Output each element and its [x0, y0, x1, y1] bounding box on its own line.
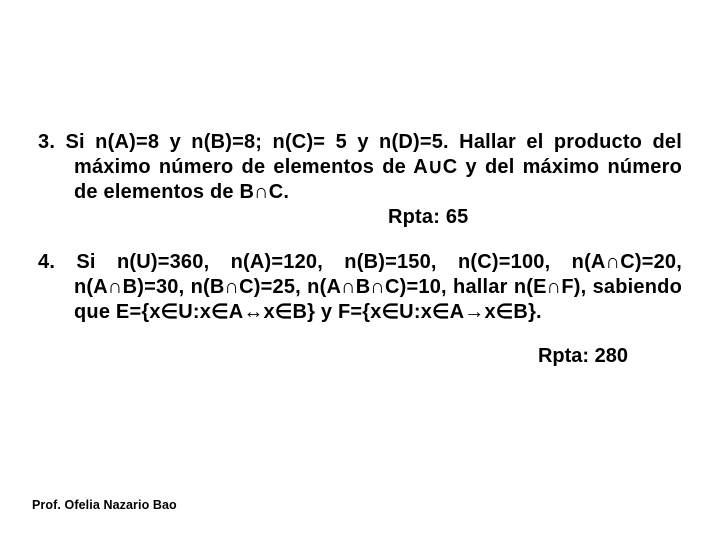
problem-3-text: 3. Si n(A)=8 y n(B)=8; n(C)= 5 y n(D)=5.…	[38, 130, 682, 205]
slide-page: 3. Si n(A)=8 y n(B)=8; n(C)= 5 y n(D)=5.…	[0, 0, 720, 540]
footer-author: Prof. Ofelia Nazario Bao	[32, 498, 177, 512]
problem-3: 3. Si n(A)=8 y n(B)=8; n(C)= 5 y n(D)=5.…	[38, 130, 682, 230]
problem-4-text: 4. Si n(U)=360, n(A)=120, n(B)=150, n(C)…	[38, 250, 682, 325]
problem-4-answer: Rpta: 280	[38, 345, 682, 368]
problem-4: 4. Si n(U)=360, n(A)=120, n(B)=150, n(C)…	[38, 250, 682, 325]
problem-3-answer: Rpta: 65	[38, 205, 682, 230]
